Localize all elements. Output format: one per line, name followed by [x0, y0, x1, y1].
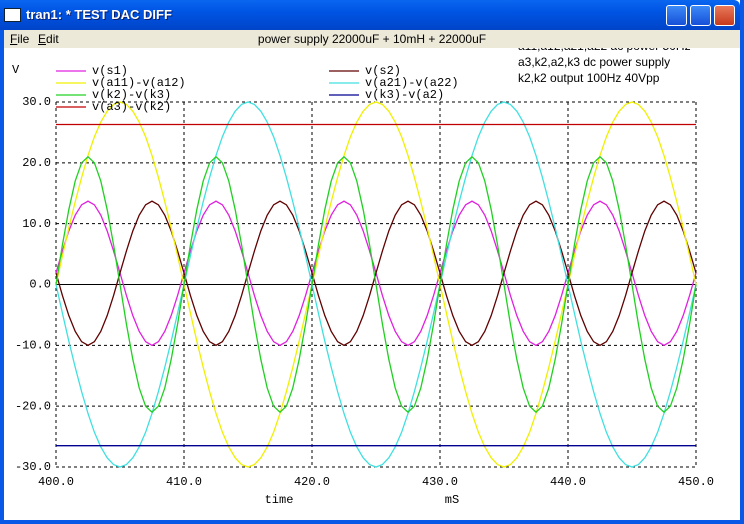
y-tick-label: 20.0: [22, 156, 51, 170]
x-axis-unit: mS: [445, 493, 459, 507]
chart-title: power supply 22000uF + 10mH + 22000uF: [257, 32, 487, 46]
x-tick-label: 440.0: [550, 475, 586, 489]
minimize-button[interactable]: [666, 5, 687, 26]
legend-label: v(a21)-v(a22): [365, 76, 459, 90]
legend-label: v(k2)-v(k3): [92, 88, 171, 102]
close-button[interactable]: [714, 5, 735, 26]
legend-label: v(k3)-v(a2): [365, 88, 444, 102]
y-tick-label: 30.0: [22, 95, 51, 109]
annotation: a3,k2,a2,k3 dc power supply: [518, 55, 670, 69]
chart: V time mS 30.0 20.0 10.0 0.0 -10.0 -20.0 -30.0…: [12, 23, 714, 507]
legend-label: v(a3)-v(k2): [92, 100, 171, 114]
menu-item[interactable]: Edit: [38, 32, 59, 46]
y-tick-label: 10.0: [22, 217, 51, 231]
annotation: k2,k2 output 100Hz 40Vpp: [518, 71, 660, 85]
y-tick-label: 0.0: [29, 278, 51, 292]
x-tick-label: 400.0: [38, 475, 74, 489]
x-tick-label: 450.0: [678, 475, 714, 489]
window-icon: [4, 8, 21, 22]
x-tick-label: 420.0: [294, 475, 330, 489]
series-line: [55, 155, 697, 414]
menu-item[interactable]: File: [10, 32, 30, 46]
x-axis-label: time: [265, 493, 294, 507]
title-bar: tran1: * TEST DAC DIFF: [0, 0, 740, 30]
x-tick-label: 410.0: [166, 475, 202, 489]
series-line: [55, 101, 697, 468]
y-axis-label: V: [12, 63, 20, 77]
legend-label: v(a11)-v(a12): [92, 76, 186, 90]
legend-label: v(s2): [365, 64, 401, 78]
y-tick-label: -30.0: [15, 460, 51, 474]
window-title: tran1: * TEST DAC DIFF: [26, 7, 172, 22]
y-tick-label: -20.0: [15, 399, 51, 413]
series-line: [55, 200, 697, 347]
menu-bar: File Edit power supply 22000uF + 10mH + …: [4, 30, 740, 48]
maximize-button[interactable]: [690, 5, 711, 26]
y-tick-label: -10.0: [15, 339, 51, 353]
x-tick-label: 430.0: [422, 475, 458, 489]
legend-label: v(s1): [92, 64, 128, 78]
series-line: [55, 101, 697, 468]
